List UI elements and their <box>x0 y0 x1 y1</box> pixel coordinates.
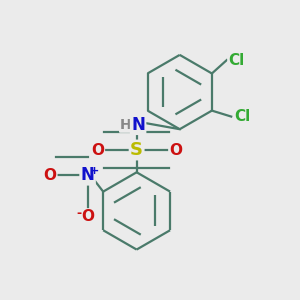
Text: O: O <box>169 142 182 158</box>
Text: -: - <box>77 206 82 220</box>
Text: Cl: Cl <box>234 109 250 124</box>
Text: +: + <box>89 167 99 176</box>
Text: O: O <box>43 168 56 183</box>
Text: N: N <box>131 116 145 134</box>
Text: Cl: Cl <box>228 52 245 68</box>
Text: O: O <box>81 209 94 224</box>
Text: N: N <box>81 166 94 184</box>
Text: H: H <box>120 118 132 132</box>
Text: S: S <box>130 141 143 159</box>
Text: O: O <box>91 142 104 158</box>
